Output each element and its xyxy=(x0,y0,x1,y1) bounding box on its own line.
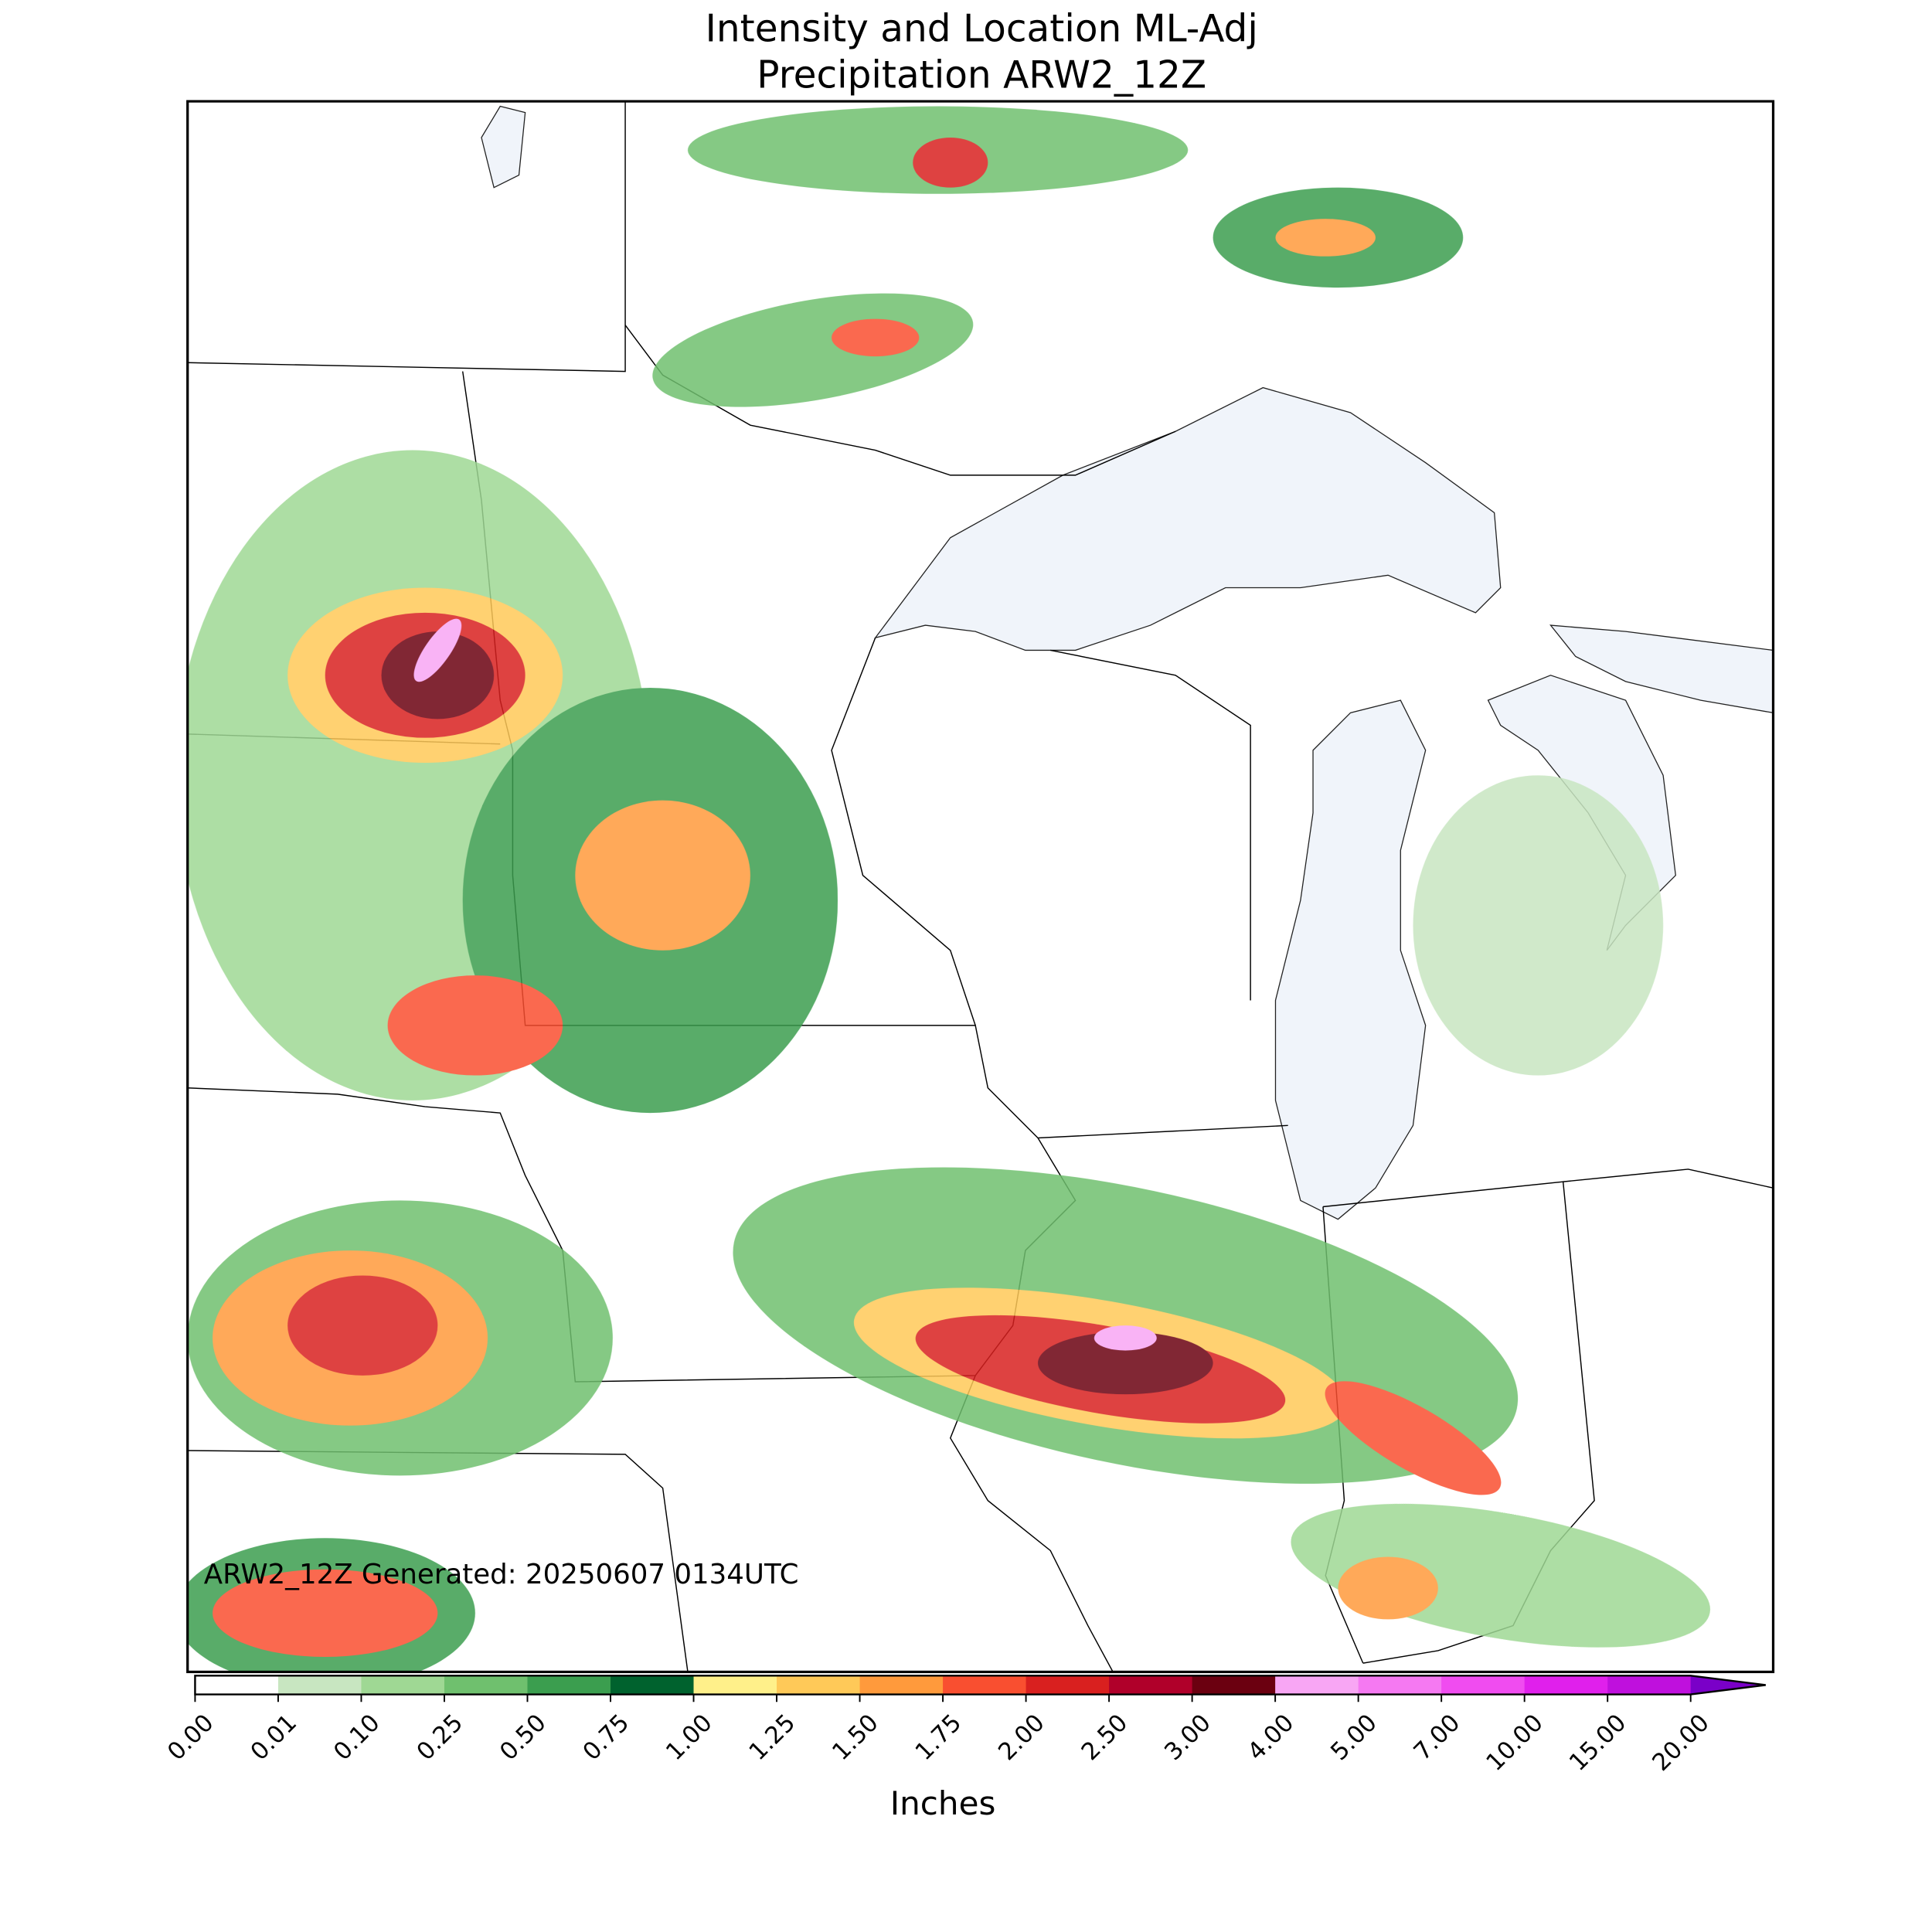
colorbar-segment xyxy=(1275,1675,1359,1695)
colorbar-tick-label: 1.25 xyxy=(743,1709,801,1766)
colorbar-tick-label: 4.00 xyxy=(1242,1709,1299,1766)
precip-area xyxy=(913,137,988,188)
colorbar-tick-label: 2.00 xyxy=(993,1709,1050,1766)
precip-area xyxy=(1325,1381,1502,1495)
precip-area xyxy=(1094,1325,1157,1351)
precip-area xyxy=(413,618,462,682)
colorbar-segment xyxy=(777,1675,861,1695)
colorbar-tick-label: 5.00 xyxy=(1325,1709,1383,1766)
colorbar-segment xyxy=(611,1675,695,1695)
map-frame xyxy=(186,100,1775,1674)
title-line: Intensity and Location ML-Adj xyxy=(706,7,1258,50)
colorbar-tick-label: 0.01 xyxy=(245,1709,302,1766)
precip-area xyxy=(387,975,563,1076)
colorbar-tick-label: 7.00 xyxy=(1409,1709,1466,1766)
precip-area xyxy=(381,631,495,719)
border xyxy=(949,1375,1114,1672)
colorbar-extend xyxy=(1690,1675,1766,1695)
georgian-bay xyxy=(1549,624,1774,713)
colorbar-segment xyxy=(444,1675,529,1695)
colorbar-tick-label: 0.00 xyxy=(162,1709,219,1766)
colorbar-tick-label: 1.50 xyxy=(827,1709,884,1766)
colorbar-segment xyxy=(527,1675,611,1695)
precip-field xyxy=(187,106,1711,1672)
colorbar-segment xyxy=(1524,1675,1608,1695)
precip-area xyxy=(287,1275,438,1376)
colorbar-segment xyxy=(859,1675,944,1695)
border xyxy=(1050,649,1251,1001)
precip-area xyxy=(832,318,920,357)
border xyxy=(1563,1168,1774,1189)
colorbar-segment xyxy=(361,1675,445,1695)
colorbar-tick-label: 1.00 xyxy=(661,1709,718,1766)
colorbar-tick-label: 15.00 xyxy=(1564,1709,1632,1777)
precip-area xyxy=(1413,775,1664,1076)
colorbar-tick-label: 1.75 xyxy=(910,1709,967,1766)
colorbar-segment xyxy=(277,1675,362,1695)
colorbar-tick-label: 0.10 xyxy=(328,1709,386,1766)
colorbar-segment xyxy=(1441,1675,1526,1695)
lake-michigan xyxy=(1274,699,1427,1220)
colorbar-segment xyxy=(1109,1675,1193,1695)
colorbar-tick-label: 2.50 xyxy=(1076,1709,1133,1766)
colorbar-tick-label: 0.25 xyxy=(411,1709,468,1766)
precip-area xyxy=(575,800,750,951)
title-line: Precipitation ARW2_12Z xyxy=(757,53,1206,97)
colorbar-segment xyxy=(1192,1675,1276,1695)
border xyxy=(187,101,626,372)
colorbar-segment xyxy=(943,1675,1027,1695)
colorbar-segment xyxy=(693,1675,777,1695)
colorbar-tick-label: 3.00 xyxy=(1159,1709,1216,1766)
map: ARW2_12Z Generated: 20250607 0134UTC xyxy=(187,101,1774,1672)
lake-winnipeg xyxy=(481,105,526,189)
annotation: ARW2_12Z Generated: 20250607 0134UTC xyxy=(204,1559,799,1590)
border xyxy=(831,637,976,1026)
colorbar-tick-label: 0.75 xyxy=(577,1709,634,1766)
precip-area xyxy=(213,1569,438,1658)
precip-area xyxy=(1275,219,1376,257)
colorbar-label: Inches xyxy=(890,1784,996,1822)
colorbar-tick-label: 0.50 xyxy=(495,1709,552,1766)
colorbar-segment xyxy=(1026,1675,1110,1695)
precip-area xyxy=(1338,1556,1438,1620)
precip-area xyxy=(1038,1332,1213,1395)
colorbar-segment xyxy=(1607,1675,1692,1695)
colorbar: 0.00 0.01 0.10 0.25 0.50 0.75 1.00 1.25 1.50 1.75… xyxy=(162,1675,1766,1777)
colorbar-tick-label: 20.00 xyxy=(1647,1709,1715,1777)
colorbar-segment xyxy=(195,1675,279,1695)
colorbar-tick-label: 10.00 xyxy=(1481,1709,1549,1777)
colorbar-outline xyxy=(194,1675,1766,1696)
colorbar-segment xyxy=(1358,1675,1442,1695)
